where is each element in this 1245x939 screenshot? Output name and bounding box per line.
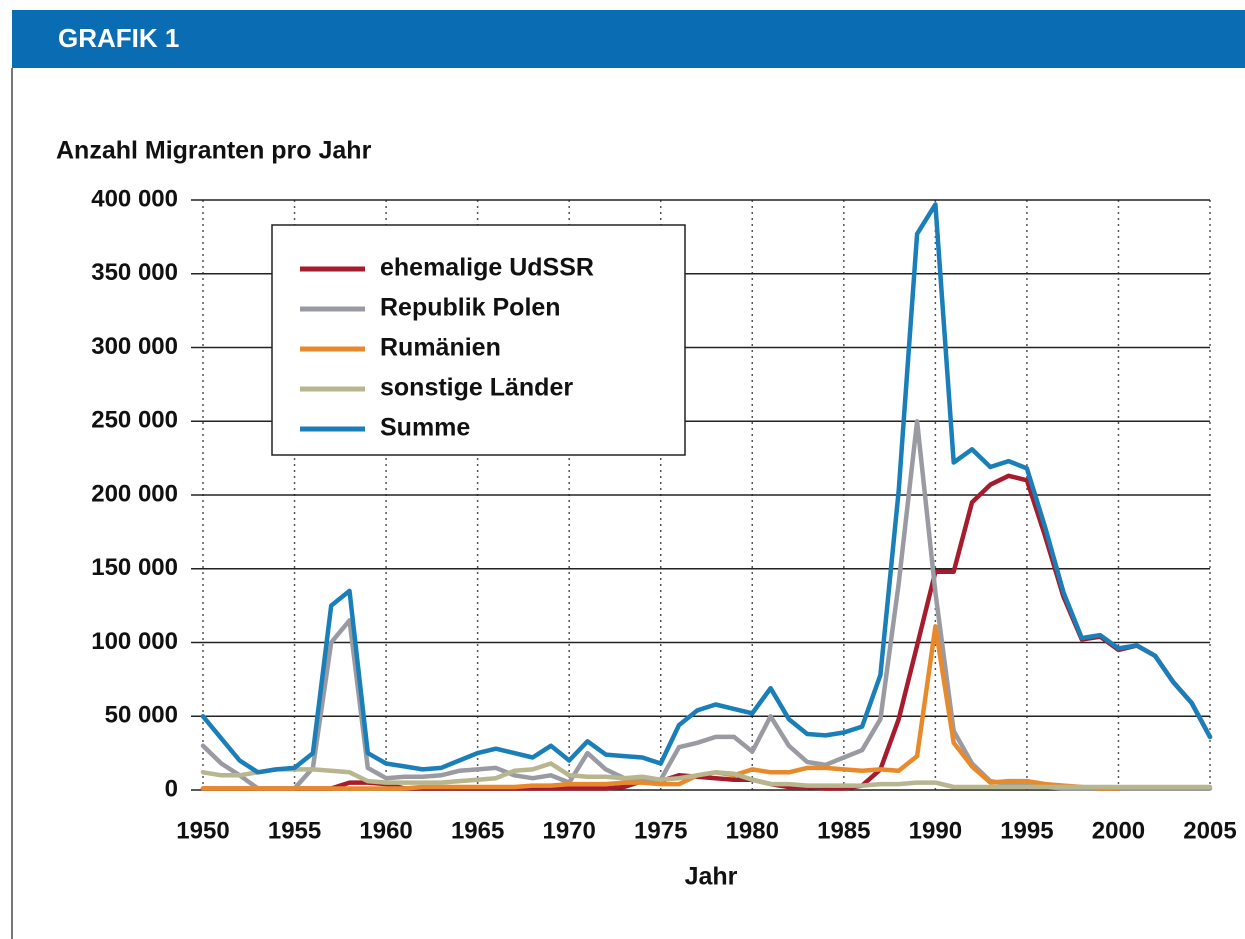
legend-label: Rumänien [380,334,501,362]
x-tick-label: 1985 [817,817,870,844]
y-tick-label: 100 000 [91,628,178,655]
x-axis-label: Jahr [685,863,738,891]
x-tick-label: 1955 [268,817,321,844]
x-tick-label: 1965 [451,817,504,844]
legend-label: sonstige Länder [380,374,573,402]
legend-label: Republik Polen [380,294,561,322]
x-tick-label: 1995 [1000,817,1053,844]
header-title: GRAFIK 1 [58,23,179,53]
header-bar [12,10,1245,68]
y-tick-label: 300 000 [91,333,178,360]
x-tick-label: 1980 [726,817,779,844]
y-tick-label: 400 000 [91,185,178,212]
legend: ehemalige UdSSR Republik Polen Rumänien son… [271,224,686,456]
y-tick-label: 50 000 [105,702,178,729]
grid: 1950 1955 1960 1965 1970 1975 1980 1985 1990 1995… [91,185,1236,844]
x-tick-label: 2000 [1092,817,1145,844]
y-axis-label: Anzahl Migranten pro Jahr [56,137,372,165]
x-tick-label: 2005 [1183,817,1236,844]
x-tick-label: 1990 [909,817,962,844]
y-tick-label: 150 000 [91,554,178,581]
x-tick-label: 1960 [359,817,412,844]
x-tick-label: 1975 [634,817,687,844]
y-tick-label: 250 000 [91,407,178,434]
legend-label: ehemalige UdSSR [380,254,594,282]
y-tick-label: 0 [165,775,178,802]
lines [200,202,1213,791]
legend-label: Summe [380,414,470,442]
series-line [200,624,1121,791]
x-tick-label: 1950 [176,817,229,844]
series-line [200,419,1213,791]
series-line [200,761,1213,790]
x-tick-label: 1970 [542,817,595,844]
y-tick-label: 350 000 [91,259,178,286]
y-tick-label: 200 000 [91,480,178,507]
series-line [200,202,1213,775]
legend-box [271,224,686,456]
